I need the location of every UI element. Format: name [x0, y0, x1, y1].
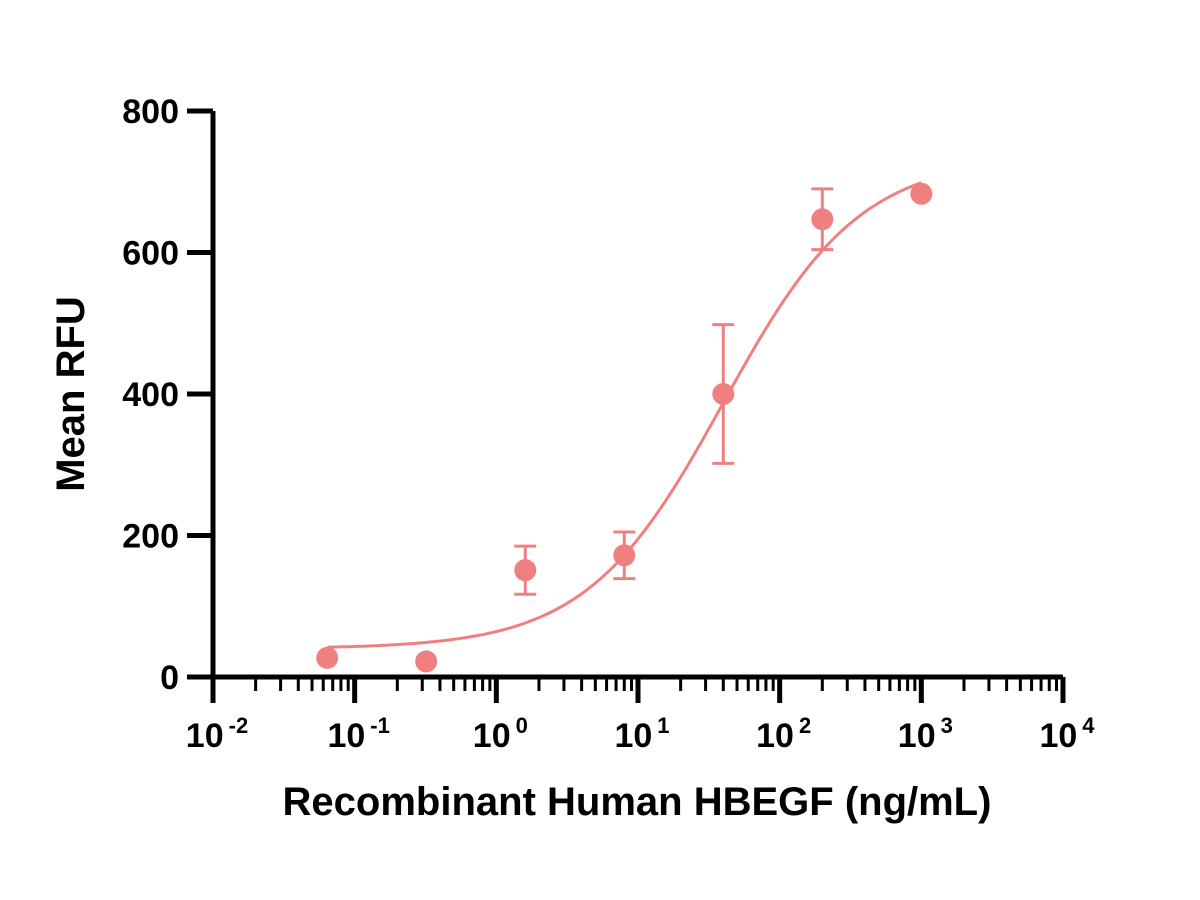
x-tick-exponent: -1 — [370, 713, 390, 738]
y-tick-label: 600 — [122, 235, 179, 273]
y-axis-title: Mean RFU — [49, 296, 93, 492]
x-tick-exponent: 1 — [657, 713, 669, 738]
x-tick-exponent: 2 — [799, 713, 811, 738]
x-tick-base: 10 — [327, 717, 365, 755]
x-tick-exponent: 0 — [516, 713, 528, 738]
data-point — [415, 650, 438, 673]
x-tick-exponent: 3 — [941, 713, 953, 738]
x-tick-base: 10 — [473, 717, 511, 755]
x-axis-title: Recombinant Human HBEGF (ng/mL) — [283, 780, 992, 824]
x-tick-base: 10 — [756, 717, 794, 755]
error-bars-layer — [514, 187, 834, 596]
x-tick-base: 10 — [614, 717, 652, 755]
y-tick-label: 0 — [160, 659, 179, 697]
data-point — [514, 559, 537, 582]
x-tick-exponent: -2 — [229, 713, 249, 738]
data-point — [613, 544, 636, 567]
x-tick-label: 10 4 — [1039, 713, 1095, 755]
x-tick-label: 10 3 — [898, 713, 953, 755]
data-point — [712, 383, 735, 405]
x-tick-label: 10 -1 — [327, 713, 389, 755]
data-point — [811, 208, 834, 231]
x-tick-label: 10 0 — [473, 713, 528, 755]
y-tick-label: 200 — [122, 518, 179, 556]
x-tick-base: 10 — [186, 717, 224, 755]
data-point — [316, 646, 339, 669]
y-tick-label: 800 — [122, 93, 179, 131]
x-tick-label: 10 1 — [614, 713, 669, 755]
x-tick-label: 10 2 — [756, 713, 811, 755]
x-tick-base: 10 — [898, 717, 936, 755]
y-tick-label: 400 — [122, 376, 179, 414]
x-tick-exponent: 4 — [1082, 713, 1095, 738]
x-tick-label: 10 -2 — [186, 713, 248, 755]
x-tick-base: 10 — [1039, 717, 1077, 755]
data-points-layer — [316, 182, 933, 673]
data-point — [910, 182, 933, 205]
